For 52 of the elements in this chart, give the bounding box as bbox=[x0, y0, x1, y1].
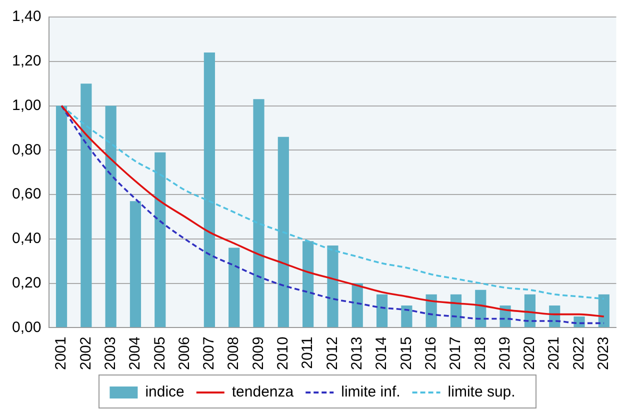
x-tick-label: 2002 bbox=[77, 336, 94, 370]
y-tick-label: 0,20 bbox=[12, 274, 42, 292]
x-tick-label: 2009 bbox=[250, 336, 267, 370]
x-tick-label: 2005 bbox=[151, 336, 168, 370]
bar bbox=[80, 84, 92, 328]
y-tick-label: 0,40 bbox=[12, 230, 42, 248]
x-tick-label: 2014 bbox=[373, 336, 390, 370]
bar bbox=[278, 136, 289, 328]
bar bbox=[475, 290, 486, 328]
x-tick-label: 2023 bbox=[595, 336, 612, 370]
y-tick-label: 0,00 bbox=[12, 318, 42, 336]
bar bbox=[598, 294, 610, 328]
bar bbox=[376, 294, 388, 328]
x-tick-label: 2022 bbox=[570, 336, 588, 370]
bar bbox=[154, 152, 166, 328]
x-tick-label: 2016 bbox=[422, 336, 440, 370]
x-tick-label: 2003 bbox=[102, 336, 119, 370]
x-tick-label: 2006 bbox=[176, 336, 193, 370]
x-tick-label: 2001 bbox=[52, 336, 70, 370]
bar bbox=[105, 106, 116, 328]
legend-label: limite sup. bbox=[448, 384, 516, 401]
y-tick-label: 1,20 bbox=[12, 52, 42, 70]
y-tick-label: 1,00 bbox=[12, 96, 42, 114]
x-tick-label: 2018 bbox=[472, 336, 489, 370]
x-tick-label: 2015 bbox=[398, 336, 415, 370]
x-tick-label: 2013 bbox=[348, 336, 366, 370]
bar bbox=[302, 241, 314, 328]
x-tick-label: 2021 bbox=[546, 336, 563, 370]
bar bbox=[352, 283, 363, 328]
legend-label: indice bbox=[145, 384, 184, 401]
bar bbox=[253, 99, 264, 328]
bar bbox=[426, 294, 437, 328]
legend-label: limite inf. bbox=[341, 384, 400, 401]
x-tick-label: 2004 bbox=[126, 336, 144, 370]
x-tick-label: 2012 bbox=[324, 336, 341, 370]
legend-label: tendenza bbox=[232, 384, 294, 401]
y-tick-label: 0,80 bbox=[12, 141, 42, 158]
y-tick-label: 0,60 bbox=[12, 186, 42, 203]
x-tick-label: 2017 bbox=[447, 336, 464, 370]
bar bbox=[401, 305, 412, 328]
x-tick-label: 2008 bbox=[225, 336, 242, 370]
x-tick-label: 2019 bbox=[496, 336, 514, 370]
bar bbox=[204, 52, 215, 328]
bar bbox=[228, 248, 240, 328]
bar bbox=[56, 106, 68, 328]
x-tick-label: 2011 bbox=[299, 336, 316, 369]
y-tick-label: 1,40 bbox=[12, 8, 42, 26]
bar bbox=[327, 246, 338, 328]
bar bbox=[130, 201, 142, 328]
x-tick-label: 2010 bbox=[274, 336, 292, 370]
x-tick-label: 2020 bbox=[521, 336, 538, 370]
x-tick-label: 2007 bbox=[200, 336, 218, 370]
